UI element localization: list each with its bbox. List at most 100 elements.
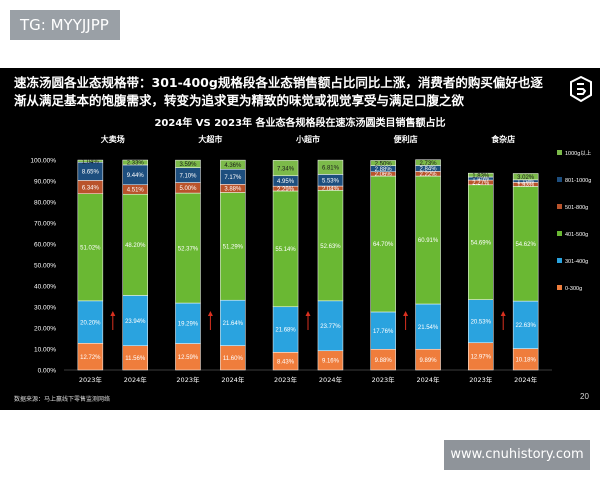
data-label: 3.88%	[224, 187, 242, 193]
bar-segment	[370, 160, 396, 166]
bar-segment	[220, 345, 246, 371]
data-label: 54.62%	[515, 242, 536, 248]
bar-segment	[370, 175, 396, 313]
bar-segment	[468, 299, 494, 344]
increase-arrow-head	[207, 311, 213, 316]
data-label: 2.73%	[420, 161, 438, 167]
data-label: 12.97%	[471, 355, 492, 361]
y-tick-label: 40.00%	[34, 284, 56, 291]
bar-segment	[317, 300, 344, 352]
bar-segment	[122, 193, 148, 296]
data-label: 8.65%	[82, 170, 100, 176]
x-tick-label: 2023年	[469, 375, 493, 384]
bar-segment	[512, 173, 539, 181]
increase-arrow-head	[403, 311, 409, 316]
increase-arrow-head	[305, 311, 311, 316]
data-label: 23.94%	[125, 319, 146, 325]
bar-segment	[122, 345, 148, 371]
bar-segment	[220, 159, 246, 170]
y-tick-label: 30.00%	[34, 305, 56, 312]
legend-swatch	[557, 285, 562, 290]
bar-segment	[220, 192, 246, 301]
bar-segment	[77, 343, 104, 371]
data-label: 7.34%	[277, 166, 295, 172]
y-tick-label: 20.00%	[34, 326, 56, 333]
data-label: 1.83%	[472, 173, 490, 179]
data-label: 2.22%	[420, 172, 438, 178]
data-label: 9.88%	[375, 358, 393, 364]
legend-swatch	[557, 258, 562, 263]
x-tick-label: 2024年	[417, 375, 441, 384]
x-tick-label: 2024年	[514, 375, 538, 384]
data-label: 20.20%	[80, 320, 101, 326]
x-tick-label: 2024年	[319, 375, 343, 384]
bar-segment	[512, 300, 539, 349]
bar-segment	[175, 343, 201, 371]
data-label: 3.59%	[179, 162, 197, 168]
y-tick-label: 60.00%	[34, 242, 56, 249]
data-label: 54.69%	[471, 240, 492, 246]
data-label: 5.00%	[179, 186, 197, 192]
data-label: 9.89%	[420, 358, 438, 364]
data-label: 7.10%	[179, 173, 197, 179]
data-label: 21.54%	[418, 325, 439, 331]
y-tick-label: 10.00%	[34, 347, 56, 354]
bar-segment	[468, 184, 494, 300]
bar-segment	[512, 186, 539, 302]
bar-segment	[468, 172, 494, 178]
data-label: 1.45%	[472, 177, 490, 183]
bar-segment	[415, 175, 441, 305]
data-label: 4.95%	[277, 179, 295, 185]
legend-swatch	[557, 231, 562, 236]
group-label: 食杂店	[491, 134, 515, 144]
data-label: 1.19%	[517, 179, 535, 185]
data-label: 12.59%	[178, 355, 199, 361]
data-label: 48.20%	[125, 243, 146, 249]
data-label: 9.44%	[127, 173, 145, 179]
data-label: 8.43%	[277, 359, 295, 365]
data-label: 2.88%	[375, 167, 393, 173]
legend-swatch	[557, 204, 562, 209]
x-tick-label: 2023年	[176, 375, 200, 384]
data-label: 6.81%	[322, 165, 340, 171]
legend-entry: 401-500g	[565, 232, 588, 238]
bar-segment	[415, 159, 441, 166]
x-tick-label: 2023年	[79, 375, 103, 384]
x-tick-label: 2023年	[274, 375, 298, 384]
legend-entry: 1000g以上	[565, 149, 592, 157]
page-number: 20	[580, 392, 589, 401]
data-label: 64.70%	[373, 242, 394, 248]
group-label: 大超市	[198, 134, 222, 144]
data-label: 19.29%	[178, 322, 199, 328]
data-label: 5.53%	[322, 178, 340, 184]
x-tick-label: 2024年	[124, 375, 148, 384]
headline: 速冻汤圆各业态规格带：301-400g规格段各业态销售额占比同比上涨，消费者的购…	[14, 75, 543, 108]
data-label: 2.04%	[322, 186, 340, 192]
y-tick-label: 80.00%	[34, 200, 56, 207]
data-label: 2.06%	[375, 172, 393, 178]
bar-segment	[468, 342, 494, 371]
legend-swatch	[557, 150, 562, 155]
data-label: 55.14%	[275, 247, 296, 253]
bar-segment	[122, 159, 148, 166]
bar-segment	[317, 190, 344, 302]
data-label: 4.51%	[127, 188, 145, 194]
bar-segment	[272, 190, 299, 308]
data-label: 2.33%	[127, 161, 145, 167]
data-label: 52.37%	[178, 246, 199, 252]
watermark: www.cnuhistory.com	[444, 440, 590, 470]
legend-entry: 0-300g	[565, 286, 582, 292]
data-label: 22.63%	[515, 323, 536, 329]
group-label: 小超市	[295, 134, 320, 144]
data-label: 23.77%	[320, 324, 341, 330]
legend-entry: 501-800g	[565, 205, 588, 211]
chart-title: 2024年 VS 2023年 各业态各规格段在速冻汤圆类目销售额占比	[154, 118, 446, 129]
y-tick-label: 70.00%	[34, 221, 56, 228]
data-label: 21.68%	[275, 328, 296, 334]
tag-label: TG: MYYJJPP	[10, 10, 120, 40]
group-label: 便利店	[394, 134, 418, 144]
bar-segment	[220, 299, 246, 346]
y-tick-label: 50.00%	[34, 263, 56, 270]
source-note: 数据来源：马上赢线下零售监测网络	[14, 396, 111, 403]
y-tick-label: 90.00%	[34, 179, 56, 186]
